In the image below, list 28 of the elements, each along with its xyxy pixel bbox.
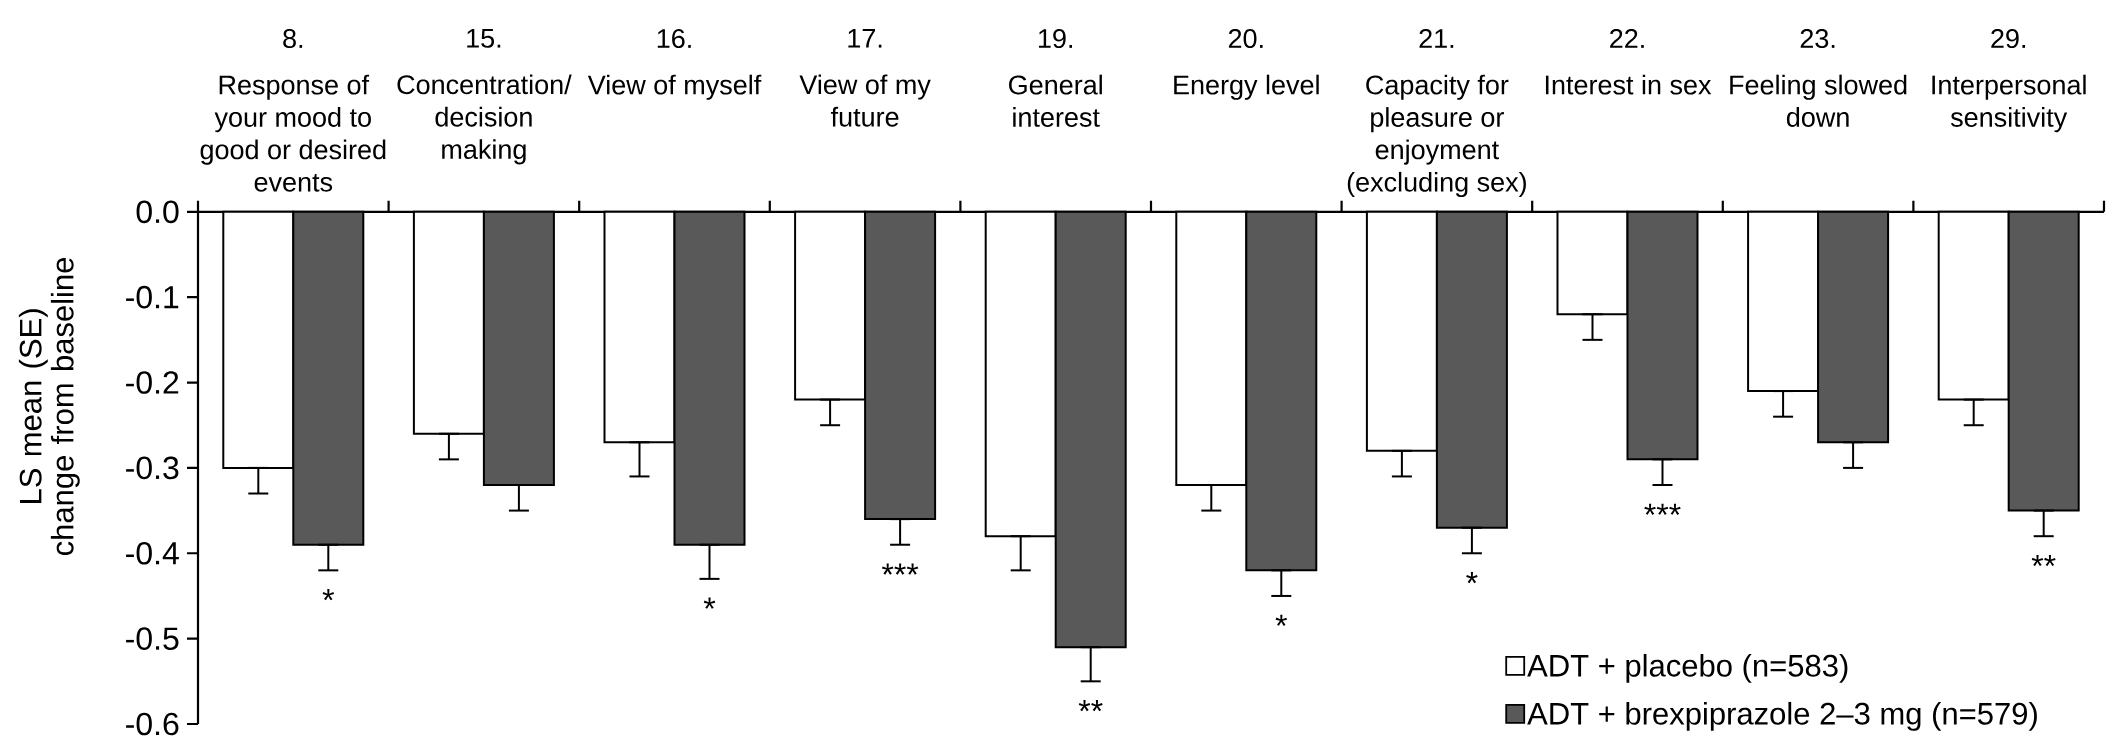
y-axis-title: LS mean (SE) change from baseline — [18, 257, 80, 556]
annotation: ** — [1078, 700, 1103, 712]
x-tick-label: 8. Response of your mood to good or desired events — [200, 29, 386, 192]
x-tick-label: 22. Interest in sex — [1545, 29, 1712, 95]
annotation: * — [1275, 614, 1288, 626]
annotation: * — [703, 597, 716, 609]
x-tick-label: 17. View of my future — [799, 29, 931, 127]
y-tick-label: -0.3 — [126, 456, 179, 480]
x-tick-label: 16. View of myself — [587, 29, 762, 100]
x-tick-label: 29. Interpersonal sensitivity — [1932, 29, 2086, 133]
x-tick-label: 20. Energy level — [1174, 29, 1319, 100]
y-tick-label: -0.5 — [126, 627, 179, 650]
y-tick-label: 0.0 — [136, 200, 179, 224]
y-tick-label: -0.4 — [126, 541, 179, 565]
annotation: * — [1466, 571, 1478, 584]
y-tick-label: -0.1 — [126, 285, 179, 309]
x-tick-label: 23. Feeling slowed down — [1730, 29, 1907, 127]
legend-label: ADT + placebo (n=583) — [1527, 653, 1848, 683]
x-tick-label: 21. Capacity for pleasure or enjoyment (excluding sex) — [1347, 29, 1526, 198]
y-tick-label: -0.6 — [126, 712, 179, 736]
annotation: *** — [1644, 503, 1681, 515]
annotation: ** — [2031, 554, 2056, 567]
y-tick-label: -0.2 — [126, 371, 179, 394]
annotation: *** — [881, 563, 919, 575]
x-tick-label: 19. General interest — [1009, 29, 1102, 127]
x-tick-label: 15. Concentration/ decision making — [397, 29, 572, 165]
annotation: * — [322, 589, 335, 601]
legend-label: ADT + brexpiprazole 2–3 mg (n=579) — [1527, 701, 2037, 731]
